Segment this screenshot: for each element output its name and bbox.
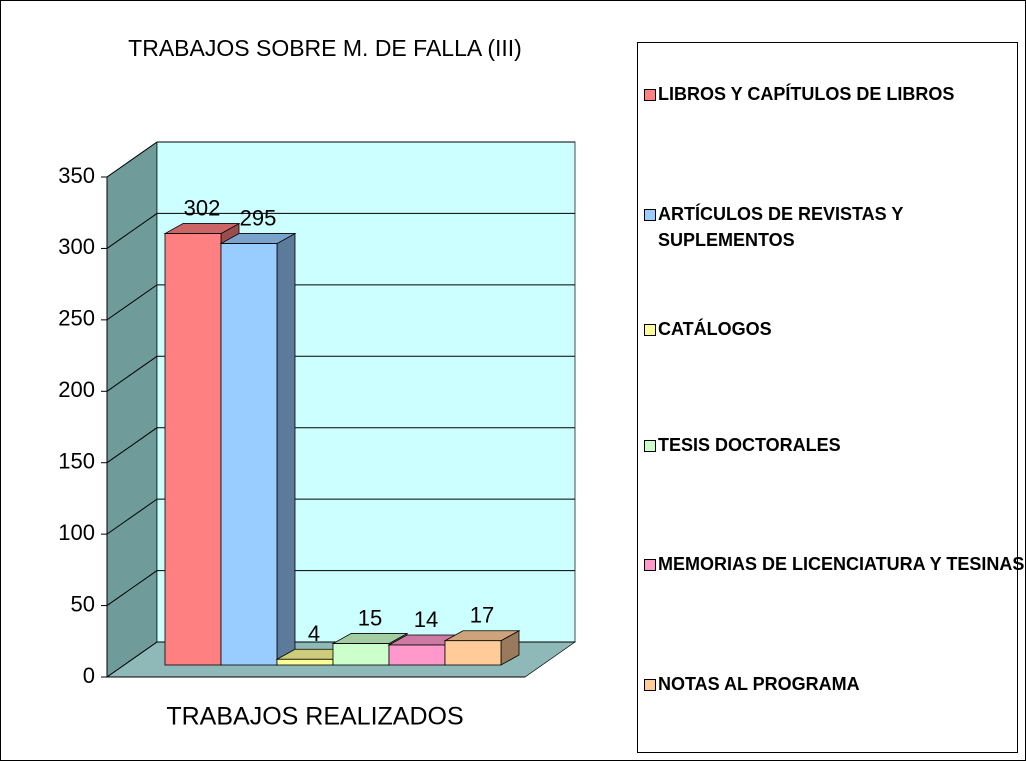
data-label: 14 (414, 607, 438, 632)
bar (388, 644, 446, 666)
legend-swatch (644, 209, 656, 221)
legend-entry: ARTÍCULOS DE REVISTAS Y SUPLEMENTOS (642, 201, 1026, 253)
bar (444, 640, 502, 666)
grid-line (106, 641, 158, 678)
bar (276, 658, 334, 666)
y-tick-label: 0 (83, 663, 95, 688)
y-tick-label: 150 (58, 449, 95, 474)
bar (164, 233, 222, 666)
y-tick-label: 100 (58, 520, 95, 545)
legend-label: CATÁLOGOS (658, 319, 772, 339)
legend-entry: CATÁLOGOS (642, 316, 1026, 342)
x-axis-label: TRABAJOS REALIZADOS (166, 703, 463, 731)
legend-swatch (644, 559, 656, 571)
y-tick-label: 50 (71, 591, 95, 616)
y-tick-label: 250 (58, 306, 95, 331)
side-wall (106, 141, 158, 678)
legend-label: ARTÍCULOS DE REVISTAS Y SUPLEMENTOS (658, 204, 904, 250)
data-label: 17 (470, 603, 494, 628)
y-tick-label: 350 (58, 163, 95, 188)
grid-line (106, 213, 158, 249)
grid-line (106, 355, 158, 392)
legend-entry: LIBROS Y CAPÍTULOS DE LIBROS (642, 81, 1026, 107)
legend-entry: TESIS DOCTORALES (642, 432, 1026, 458)
data-label: 15 (358, 605, 382, 630)
legend: LIBROS Y CAPÍTULOS DE LIBROS ARTÍCULOS DE… (637, 42, 1024, 753)
legend-entry: MEMORIAS DE LICENCIATURA Y TESINAS (642, 551, 1026, 577)
chart-title: TRABAJOS SOBRE M. DE FALLA (III) (128, 35, 522, 61)
grid-line (106, 284, 158, 321)
legend-label: LIBROS Y CAPÍTULOS DE LIBROS (658, 84, 955, 104)
legend-swatch (644, 679, 656, 691)
data-label: 4 (308, 621, 320, 646)
grid-line (106, 570, 158, 606)
y-tick-label: 200 (58, 377, 95, 402)
legend-swatch (644, 440, 656, 452)
data-label: 295 (240, 205, 277, 230)
bar (220, 243, 278, 666)
legend-swatch (644, 324, 656, 336)
legend-swatch (644, 89, 656, 101)
legend-label: TESIS DOCTORALES (658, 435, 841, 455)
y-tick-label: 300 (58, 234, 95, 259)
grid-line (106, 427, 158, 464)
grid-line (106, 498, 158, 535)
legend-label: NOTAS AL PROGRAMA (658, 674, 860, 694)
bar-side (276, 232, 296, 666)
bar (332, 643, 390, 666)
legend-entry: NOTAS AL PROGRAMA (642, 671, 1026, 697)
legend-label: MEMORIAS DE LICENCIATURA Y TESINAS (658, 554, 1025, 574)
data-label: 302 (184, 195, 221, 220)
grid-line (106, 141, 158, 178)
